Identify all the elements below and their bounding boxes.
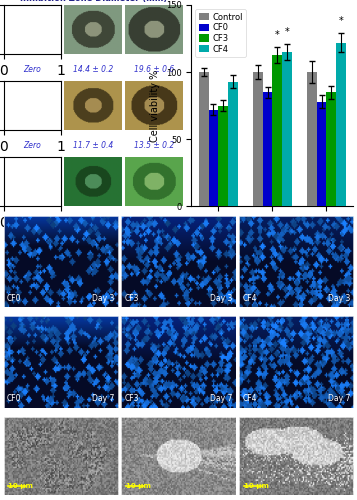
Bar [228,82,238,206]
Text: Zero: Zero [24,65,41,74]
X-axis label: Time (days): Time (days) [243,230,301,240]
Text: CF4: CF4 [242,394,257,404]
Text: Day 7: Day 7 [328,394,350,404]
Text: CF0: CF0 [7,394,21,404]
Text: Day 7: Day 7 [92,394,115,404]
Bar [336,42,346,206]
Text: 14.4 ± 0.2: 14.4 ± 0.2 [73,65,113,74]
Text: 10 μm: 10 μm [244,483,268,489]
Text: CF3: CF3 [125,394,139,404]
Text: Day 7: Day 7 [210,394,232,404]
Bar [272,54,282,206]
Text: Inhibition Zone Diameter (mm): Inhibition Zone Diameter (mm) [20,0,167,3]
Bar [326,92,336,206]
Bar [218,106,228,206]
Text: 19.6 ± 0.6: 19.6 ± 0.6 [134,65,174,74]
Text: 11.1 ± 0.1: 11.1 ± 0.1 [73,217,113,226]
Text: Zero: Zero [24,141,41,150]
Text: 13.5 ± 0.2: 13.5 ± 0.2 [134,141,174,150]
Bar [208,110,218,206]
Text: B: B [162,0,172,3]
Text: *: * [285,27,289,37]
Text: CF4: CF4 [242,294,257,302]
Text: Zero: Zero [24,217,41,226]
Text: CF0: CF0 [7,294,21,302]
Bar [253,72,263,206]
Y-axis label: Cell viability %: Cell viability % [150,70,160,142]
Bar [307,72,317,206]
Text: Day 3: Day 3 [328,294,350,302]
Text: CF3: CF3 [125,294,139,302]
Text: Day 3: Day 3 [92,294,115,302]
Bar [282,52,292,206]
Legend: Control, CF0, CF3, CF4: Control, CF0, CF3, CF4 [196,9,246,57]
Bar [199,72,208,206]
Text: 11.7 ± 0.4: 11.7 ± 0.4 [73,141,113,150]
Text: Day 3: Day 3 [210,294,232,302]
Bar [317,102,326,206]
Text: *: * [275,30,280,40]
Text: 13.2 ± 0.1: 13.2 ± 0.1 [134,217,174,226]
Text: *: * [339,16,343,26]
Text: 10 μm: 10 μm [126,483,151,489]
Text: 10 μm: 10 μm [8,483,33,489]
Bar [263,92,272,206]
